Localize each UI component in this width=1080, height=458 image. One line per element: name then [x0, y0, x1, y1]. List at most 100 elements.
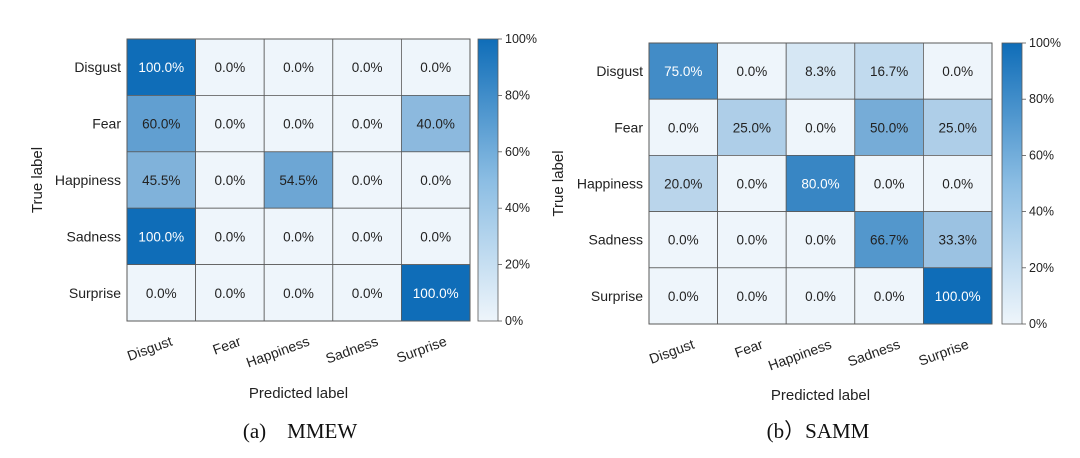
cell-value-label: 0.0% [942, 64, 973, 79]
cell-value-label: 0.0% [874, 289, 905, 304]
caption-samm: (b）SAMM [767, 419, 870, 443]
caption-mmew: (a) MMEW [243, 419, 357, 443]
colorbar-tick-label: 80% [505, 88, 530, 102]
cell-value-label: 0.0% [420, 173, 451, 188]
cell-value-label: 0.0% [737, 289, 768, 304]
cell-value-label: 45.5% [142, 173, 180, 188]
heatmap-cell-r3-c3 [854, 211, 924, 269]
cell-value-label: 40.0% [417, 117, 455, 132]
cell-value-label: 100.0% [138, 229, 184, 244]
col-tick-label: Surprise [394, 333, 449, 366]
colorbar-tick-label: 0% [1029, 317, 1047, 331]
cell-value-label: 0.0% [215, 60, 246, 75]
heatmap-cell-r3-c2 [785, 211, 856, 269]
col-tick-label: Disgust [647, 336, 696, 367]
colorbar-tick-label: 40% [1029, 205, 1054, 219]
heatmap-frame [648, 42, 993, 325]
colorbar [477, 38, 499, 322]
heatmap-cell-r3-c1 [717, 211, 787, 269]
heatmap-cell-r0-c4 [923, 42, 993, 100]
heatmap-cell-r2-c4 [923, 154, 993, 212]
heatmap-cell-r4-c0 [126, 264, 196, 322]
heatmap-cell-r3-c1 [195, 207, 265, 265]
heatmap-cell-r2-c3 [332, 151, 402, 209]
heatmap-cell-r1-c4 [400, 95, 471, 153]
col-tick-label: Happiness [766, 336, 834, 374]
x-axis-label: Predicted label [249, 385, 348, 402]
heatmap-cell-r1-c3 [854, 98, 924, 156]
panel-samm: 75.0% 0.0% 8.3% 16.7% 0.0% 0.0% 25.0% 0.0% 50.0%… [550, 36, 1061, 404]
heatmap-cell-r4-c2 [785, 267, 856, 325]
col-tick-label: Fear [210, 333, 243, 358]
cell-value-label: 0.0% [215, 286, 246, 301]
cell-value-label: 0.0% [352, 229, 383, 244]
cell-value-label: 20.0% [664, 177, 702, 192]
row-tick-label: Happiness [55, 172, 121, 188]
row-tick-label: Happiness [577, 176, 643, 192]
heatmap-cell-r4-c4 [400, 264, 471, 322]
cell-value-label: 0.0% [420, 229, 451, 244]
cell-value-label: 0.0% [352, 173, 383, 188]
heatmap-cell-r0-c2 [785, 42, 856, 100]
cell-value-label: 0.0% [215, 117, 246, 132]
cell-value-label: 0.0% [215, 173, 246, 188]
cell-value-label: 0.0% [805, 233, 836, 248]
heatmap-cell-r1-c0 [126, 95, 196, 153]
cell-value-label: 0.0% [283, 229, 314, 244]
cell-value-label: 0.0% [874, 177, 905, 192]
heatmap-cell-r2-c2 [785, 154, 856, 212]
row-tick-label: Sadness [67, 228, 121, 244]
cell-value-label: 8.3% [805, 64, 836, 79]
row-tick-label: Fear [92, 116, 121, 132]
col-tick-label: Disgust [125, 333, 174, 364]
cell-value-label: 25.0% [939, 120, 977, 135]
colorbar-tick-label: 60% [505, 145, 530, 159]
heatmap-cell-r3-c2 [263, 207, 334, 265]
cell-value-label: 0.0% [668, 120, 699, 135]
cell-value-label: 100.0% [413, 286, 459, 301]
cell-value-label: 100.0% [935, 289, 981, 304]
row-tick-label: Surprise [69, 285, 121, 301]
heatmap-cell-r3-c4 [923, 211, 993, 269]
col-tick-label: Sadness [845, 336, 902, 370]
cell-value-label: 50.0% [870, 120, 908, 135]
cell-value-label: 0.0% [805, 120, 836, 135]
colorbar-tick-label: 20% [1029, 261, 1054, 275]
heatmap-cell-r3-c3 [332, 207, 402, 265]
cell-value-label: 0.0% [283, 60, 314, 75]
heatmap-cell-r2-c1 [717, 154, 787, 212]
colorbar-tick-label: 60% [1029, 148, 1054, 162]
heatmap-cell-r1-c2 [263, 95, 334, 153]
colorbar-tick-label: 0% [505, 314, 523, 328]
colorbar-tick-label: 40% [505, 201, 530, 215]
heatmap-cell-r4-c2 [263, 264, 334, 322]
heatmap-cell-r4-c4 [923, 267, 993, 325]
cell-value-label: 0.0% [668, 233, 699, 248]
colorbar-tick-label: 20% [505, 258, 530, 272]
heatmap-cell-r3-c0 [648, 211, 718, 269]
cell-value-label: 100.0% [138, 60, 184, 75]
heatmap-cell-r1-c4 [923, 98, 993, 156]
cell-value-label: 0.0% [805, 289, 836, 304]
cell-value-label: 0.0% [352, 60, 383, 75]
y-axis-label: True label [29, 147, 46, 213]
col-tick-label: Fear [732, 336, 765, 361]
cell-value-label: 0.0% [668, 289, 699, 304]
col-tick-label: Happiness [244, 333, 312, 371]
panel-mmew: 100.0% 0.0% 0.0% 0.0% 0.0% 60.0% 0.0% 0.0% 0.0% 4… [29, 32, 537, 402]
cell-value-label: 0.0% [283, 117, 314, 132]
cell-value-label: 0.0% [352, 286, 383, 301]
colorbar-tick-label: 100% [505, 32, 537, 46]
heatmap-cell-r2-c2 [263, 151, 334, 209]
cell-value-label: 0.0% [737, 233, 768, 248]
cell-value-label: 0.0% [420, 60, 451, 75]
cell-value-label: 0.0% [215, 229, 246, 244]
row-tick-label: Disgust [74, 59, 121, 75]
cell-value-label: 0.0% [146, 286, 177, 301]
row-tick-label: Surprise [591, 288, 643, 304]
row-tick-label: Disgust [596, 63, 643, 79]
cell-value-label: 0.0% [942, 177, 973, 192]
cell-value-label: 25.0% [733, 120, 771, 135]
